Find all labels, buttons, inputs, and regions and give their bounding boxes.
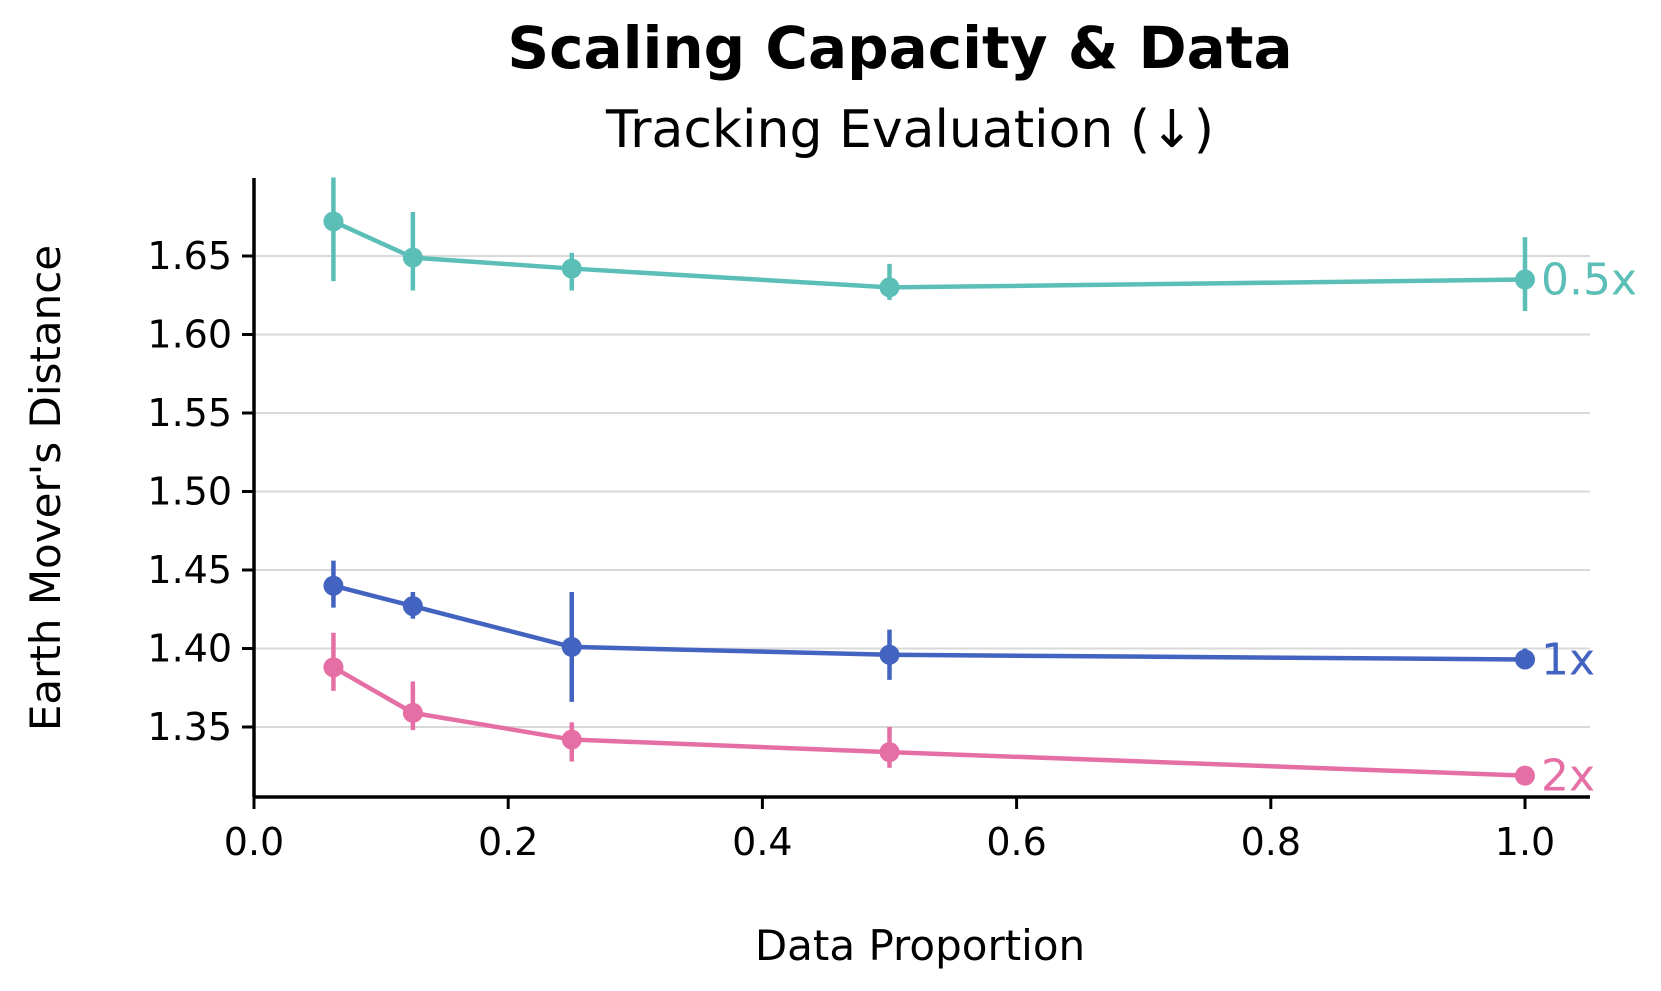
y-tick-label-2: 1.45 — [147, 548, 232, 592]
x-axis-label: Data Proportion — [755, 921, 1085, 970]
series-0-5x-line — [332, 219, 1526, 290]
y-tick-label-4: 1.55 — [147, 391, 232, 435]
series-0-5x-point-4 — [1515, 269, 1535, 290]
series-1x-point-0 — [323, 575, 344, 596]
x-tick-label-3: 0.6 — [986, 820, 1046, 864]
series-1x-point-4 — [1515, 649, 1535, 670]
y-tick-label-1: 1.40 — [147, 627, 232, 671]
series-0-5x-label: 0.5x — [1541, 255, 1637, 306]
series-0-5x-point-0 — [323, 211, 344, 232]
series-1x-label: 1x — [1541, 634, 1595, 685]
series-2x-point-0 — [323, 657, 344, 678]
series-2x-point-4 — [1515, 765, 1535, 786]
series-2x-point-2 — [561, 729, 582, 750]
y-tick-label-3: 1.50 — [147, 470, 232, 514]
series-1x: 1x — [323, 560, 1595, 702]
series-2x: 2x — [323, 632, 1595, 802]
x-tick-label-1: 0.2 — [478, 820, 538, 864]
series-0-5x-point-1 — [402, 247, 423, 268]
series-1x-point-3 — [879, 644, 900, 665]
gridlines — [254, 255, 1590, 728]
chart-subtitle: Tracking Evaluation (↓) — [605, 100, 1214, 160]
x-tick-label-2: 0.4 — [732, 820, 792, 864]
series-1x-point-1 — [402, 596, 423, 617]
series-1x-point-2 — [561, 636, 582, 657]
chart-title: Scaling Capacity & Data — [507, 14, 1292, 82]
series-0-5x-point-2 — [561, 258, 582, 279]
series-2x-label: 2x — [1541, 751, 1595, 802]
y-axis-label: Earth Mover's Distance — [21, 245, 70, 731]
series-0-5x-point-3 — [879, 277, 900, 298]
series-layer: 0.5x 1x 2x — [323, 177, 1637, 802]
series-2x-line — [332, 665, 1526, 778]
x-tick-label-4: 0.8 — [1241, 820, 1301, 864]
x-tick-label-5: 1.0 — [1495, 820, 1555, 864]
series-0-5x: 0.5x — [323, 177, 1637, 311]
series-2x-point-3 — [879, 742, 900, 763]
x-tick-label-0: 0.0 — [224, 820, 284, 864]
y-tick-label-5: 1.60 — [147, 313, 232, 357]
y-tick-label-6: 1.65 — [147, 234, 232, 278]
y-tick-label-0: 1.35 — [147, 705, 232, 749]
axes: 1.35 1.40 1.45 1.50 1.55 1.60 1.65 0.0 0.2 0.4 0.6… — [147, 178, 1590, 864]
series-2x-point-1 — [402, 702, 423, 723]
